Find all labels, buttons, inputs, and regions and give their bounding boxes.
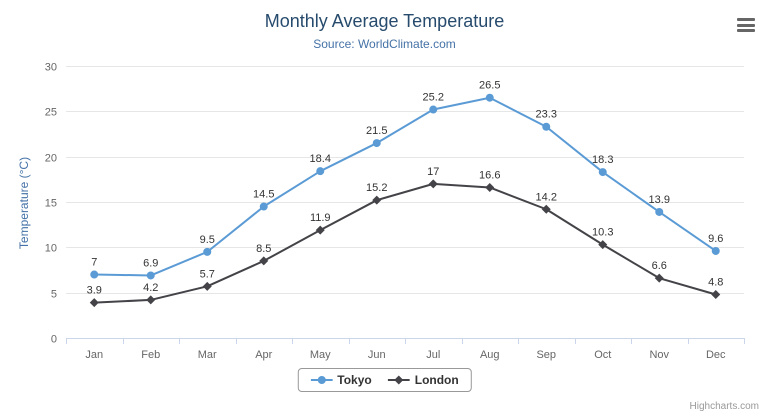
data-point-marker[interactable] <box>655 207 664 216</box>
data-point-marker[interactable] <box>89 298 99 308</box>
legend-item-tokyo[interactable]: Tokyo <box>310 373 372 387</box>
data-label: 18.3 <box>592 154 613 166</box>
export-menu-button[interactable] <box>735 16 757 34</box>
data-label: 7 <box>91 257 97 269</box>
data-point-marker[interactable] <box>541 204 551 214</box>
data-label: 17 <box>427 166 439 178</box>
data-point-marker[interactable] <box>711 246 720 255</box>
data-point-marker[interactable] <box>485 182 495 192</box>
data-point-marker[interactable] <box>542 122 551 131</box>
data-label: 15.2 <box>366 182 387 194</box>
data-label: 8.5 <box>256 243 271 255</box>
x-axis-tick-label: Apr <box>255 349 272 361</box>
data-label: 4.8 <box>708 276 723 288</box>
circle-marker-icon <box>310 376 333 384</box>
y-axis-tick-label: 25 <box>45 107 57 119</box>
data-label: 18.4 <box>310 153 331 165</box>
x-axis-tick-label: Jun <box>368 349 386 361</box>
data-point-marker[interactable] <box>654 273 664 283</box>
data-label: 9.5 <box>200 234 215 246</box>
data-label: 9.6 <box>708 233 723 245</box>
data-point-marker[interactable] <box>372 195 382 205</box>
data-label: 11.9 <box>310 212 331 224</box>
hamburger-icon <box>737 23 755 27</box>
x-axis-tick-label: Dec <box>706 349 726 361</box>
data-point-marker[interactable] <box>202 281 212 291</box>
data-label: 4.2 <box>143 282 158 294</box>
x-axis-tick-label: Sep <box>536 349 556 361</box>
data-point-marker[interactable] <box>598 168 607 177</box>
data-label: 21.5 <box>366 125 387 137</box>
data-point-marker[interactable] <box>203 247 212 256</box>
data-point-marker[interactable] <box>428 179 438 189</box>
data-label: 26.5 <box>479 80 500 92</box>
data-point-marker[interactable] <box>372 139 381 148</box>
y-axis-tick-label: 5 <box>51 289 57 301</box>
data-label: 14.2 <box>536 191 557 203</box>
x-axis-tick-label: Oct <box>594 349 611 361</box>
legend: Tokyo London <box>297 368 472 392</box>
data-point-marker[interactable] <box>259 256 269 266</box>
series-line-tokyo <box>94 96 717 277</box>
data-point-marker[interactable] <box>598 240 608 250</box>
data-label: 16.6 <box>479 169 500 181</box>
y-axis-tick-label: 20 <box>45 153 57 165</box>
data-point-marker[interactable] <box>485 93 494 102</box>
highcharts-credit[interactable]: Highcharts.com <box>689 401 759 412</box>
x-axis-tick-label: May <box>310 349 331 361</box>
data-point-marker[interactable] <box>259 202 268 211</box>
y-axis-tick-label: 30 <box>45 62 57 74</box>
data-label: 13.9 <box>649 194 670 206</box>
data-label: 6.6 <box>652 260 667 272</box>
data-point-marker[interactable] <box>146 271 155 280</box>
data-label: 10.3 <box>592 227 613 239</box>
data-point-marker[interactable] <box>429 105 438 114</box>
x-axis-tick-label: Mar <box>198 349 217 361</box>
legend-label: Tokyo <box>337 373 372 387</box>
data-point-marker[interactable] <box>711 289 721 299</box>
legend-item-london[interactable]: London <box>387 373 459 387</box>
data-point-marker[interactable] <box>316 167 325 176</box>
y-axis-tick-label: 0 <box>51 334 57 346</box>
x-axis-tick-label: Nov <box>649 349 669 361</box>
chart-subtitle: Source: WorldClimate.com <box>313 37 456 51</box>
series-line-london <box>94 182 717 304</box>
data-label: 3.9 <box>87 285 102 297</box>
data-label: 6.9 <box>143 257 158 269</box>
data-point-marker[interactable] <box>146 295 156 305</box>
chart-title: Monthly Average Temperature <box>264 11 505 31</box>
data-label: 14.5 <box>253 189 274 201</box>
x-axis-tick-label: Jan <box>85 349 103 361</box>
data-label: 25.2 <box>423 92 444 104</box>
data-point-marker[interactable] <box>90 270 99 279</box>
legend-label: London <box>414 373 459 387</box>
data-point-marker[interactable] <box>315 225 325 235</box>
x-axis-tick-label: Aug <box>480 349 500 361</box>
x-axis-tick-label: Feb <box>141 349 160 361</box>
diamond-marker-icon <box>387 375 410 385</box>
hamburger-icon <box>737 29 755 32</box>
y-axis-tick-label: 10 <box>45 243 57 255</box>
data-label: 23.3 <box>536 109 557 121</box>
x-axis-tick-label: Jul <box>426 349 440 361</box>
y-axis-tick-label: 15 <box>45 198 57 210</box>
hamburger-icon <box>737 18 755 21</box>
data-label: 5.7 <box>200 268 215 280</box>
